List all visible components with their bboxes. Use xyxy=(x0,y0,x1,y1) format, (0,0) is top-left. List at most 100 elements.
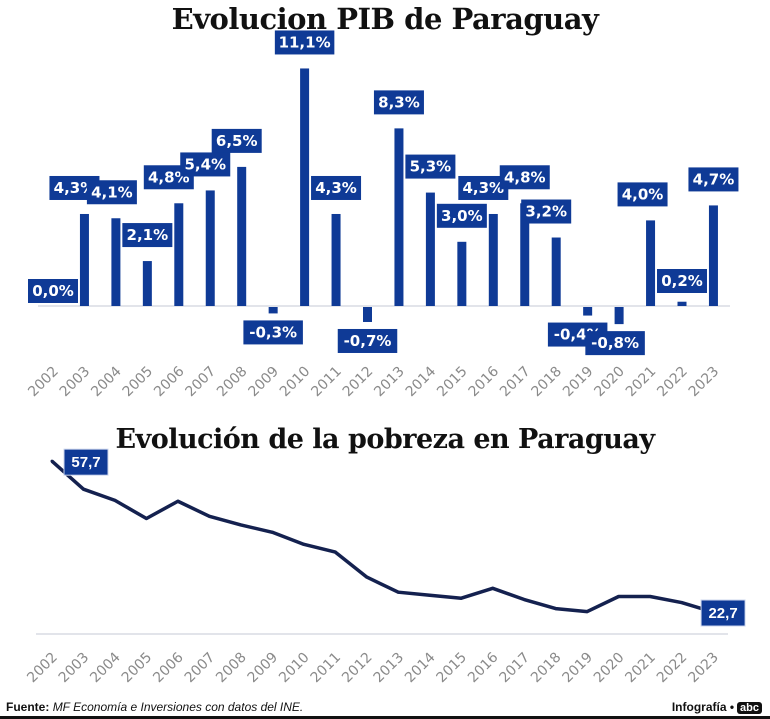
bar-label-box-2020 xyxy=(585,331,645,356)
line-x-tick-2019: 2019 xyxy=(559,650,596,687)
source-note: Fuente: MF Economía e Inversiones con da… xyxy=(6,700,303,714)
bar-label-box-2017 xyxy=(499,165,550,190)
bar-label-2009: -0,3% xyxy=(249,323,297,341)
bar-label-box-2004 xyxy=(86,180,137,205)
bar-2019 xyxy=(583,307,593,316)
bar-2014 xyxy=(425,192,435,306)
line-x-tick-2004: 2004 xyxy=(87,649,124,686)
bar-2009 xyxy=(268,307,278,314)
bar-label-2017: 4,8% xyxy=(504,168,546,186)
bar-x-tick-2023: 2023 xyxy=(686,364,723,401)
line-point-2020 xyxy=(617,595,621,599)
line-point-2014 xyxy=(428,593,432,597)
line-point-2006 xyxy=(176,499,180,503)
line-x-tick-2012: 2012 xyxy=(339,650,376,687)
credit: Infografía • abc xyxy=(672,700,762,714)
bar-label-2018: 3,2% xyxy=(525,203,567,221)
bar-label-2010: 11,1% xyxy=(279,33,331,51)
bar-label-2004: 4,1% xyxy=(91,183,133,201)
line-point-2016 xyxy=(491,586,495,590)
line-x-tick-2010: 2010 xyxy=(276,650,313,687)
bar-label-2005: 2,1% xyxy=(127,226,169,244)
bar-x-tick-2013: 2013 xyxy=(371,364,408,401)
bar-label-2011: 4,3% xyxy=(315,179,357,197)
bar-2004 xyxy=(111,218,121,306)
bar-chart-title: Evolucion PIB de Paraguay xyxy=(171,2,599,36)
line-point-2022 xyxy=(680,601,684,605)
bar-label-2016: 4,3% xyxy=(462,179,504,197)
line-point-2002 xyxy=(50,459,54,463)
bar-x-tick-2005: 2005 xyxy=(120,364,157,401)
bar-label-2007: 5,4% xyxy=(184,155,226,173)
bar-2013 xyxy=(394,128,404,306)
bar-label-2012: -0,7% xyxy=(344,332,392,350)
line-annotation-2002: 57,7 xyxy=(71,454,100,471)
bar-label-box-2010 xyxy=(274,30,335,55)
line-x-tick-2023: 2023 xyxy=(685,650,722,687)
line-x-tick-2018: 2018 xyxy=(528,650,565,687)
line-chart-title: Evolución de la pobreza en Paraguay xyxy=(115,424,655,455)
bar-2015 xyxy=(457,241,467,306)
bar-2012 xyxy=(363,307,372,322)
line-x-tick-2014: 2014 xyxy=(402,649,439,686)
line-x-tick-2013: 2013 xyxy=(371,650,408,687)
bar-label-2006: 4,8% xyxy=(148,168,190,186)
bar-x-tick-2015: 2015 xyxy=(434,364,471,401)
bar-label-box-2002 xyxy=(28,279,78,303)
line-point-2008 xyxy=(239,523,243,527)
bar-label-box-2008 xyxy=(211,128,262,153)
abc-logo: abc xyxy=(737,702,762,714)
bar-2008 xyxy=(237,166,247,306)
line-x-tick-2020: 2020 xyxy=(591,650,628,687)
bar-label-2013: 8,3% xyxy=(378,93,420,111)
bar-label-box-2007 xyxy=(180,152,231,177)
bar-x-tick-2010: 2010 xyxy=(277,364,314,401)
line-point-2010 xyxy=(302,542,306,546)
bar-label-2014: 5,3% xyxy=(410,158,452,176)
bar-x-tick-2022: 2022 xyxy=(654,364,691,401)
bar-x-tick-2002: 2002 xyxy=(25,364,62,401)
bar-label-box-2013 xyxy=(373,90,424,115)
bar-label-2015: 3,0% xyxy=(441,207,483,225)
line-x-tick-2015: 2015 xyxy=(434,650,471,687)
bar-x-tick-2018: 2018 xyxy=(529,364,566,401)
bar-label-box-2021 xyxy=(617,182,668,207)
source-label: Fuente: xyxy=(6,700,50,714)
bar-2006 xyxy=(174,203,184,306)
bar-2016 xyxy=(488,213,498,306)
bar-x-tick-2012: 2012 xyxy=(340,364,377,401)
line-x-tick-2002: 2002 xyxy=(24,650,61,687)
bar-label-2020: -0,8% xyxy=(591,334,639,352)
bar-2022 xyxy=(677,301,687,306)
bar-label-box-2022 xyxy=(657,269,707,293)
line-point-2012 xyxy=(365,575,369,579)
line-point-2018 xyxy=(554,607,558,611)
bar-label-box-2009 xyxy=(243,320,303,345)
line-annotation-box-2023 xyxy=(700,599,746,627)
bar-2007 xyxy=(205,190,215,306)
bar-2017 xyxy=(520,203,530,306)
bar-2021 xyxy=(646,220,656,306)
bar-label-box-2012 xyxy=(337,328,398,353)
line-x-tick-2016: 2016 xyxy=(465,649,502,686)
bar-2005 xyxy=(142,261,152,306)
poverty-line xyxy=(50,459,714,614)
bar-label-box-2023 xyxy=(688,167,739,192)
bar-label-2023: 4,7% xyxy=(693,170,735,188)
line-point-2017 xyxy=(522,598,526,602)
line-x-tick-2007: 2007 xyxy=(182,650,219,687)
line-point-2013 xyxy=(396,590,400,594)
bar-label-box-2014 xyxy=(405,154,456,179)
bar-2018 xyxy=(551,237,561,306)
line-annotation-2023: 22,7 xyxy=(708,605,737,622)
bar-x-tick-2014: 2014 xyxy=(403,363,440,400)
bar-x-tick-2021: 2021 xyxy=(623,364,660,401)
line-x-tick-2003: 2003 xyxy=(56,650,93,687)
bar-x-tick-2004: 2004 xyxy=(88,363,125,400)
bar-label-box-2005 xyxy=(122,223,173,248)
line-point-2003 xyxy=(81,487,85,491)
bar-x-tick-2011: 2011 xyxy=(308,364,345,401)
bar-label-2021: 4,0% xyxy=(622,185,664,203)
bar-2010 xyxy=(300,68,310,307)
